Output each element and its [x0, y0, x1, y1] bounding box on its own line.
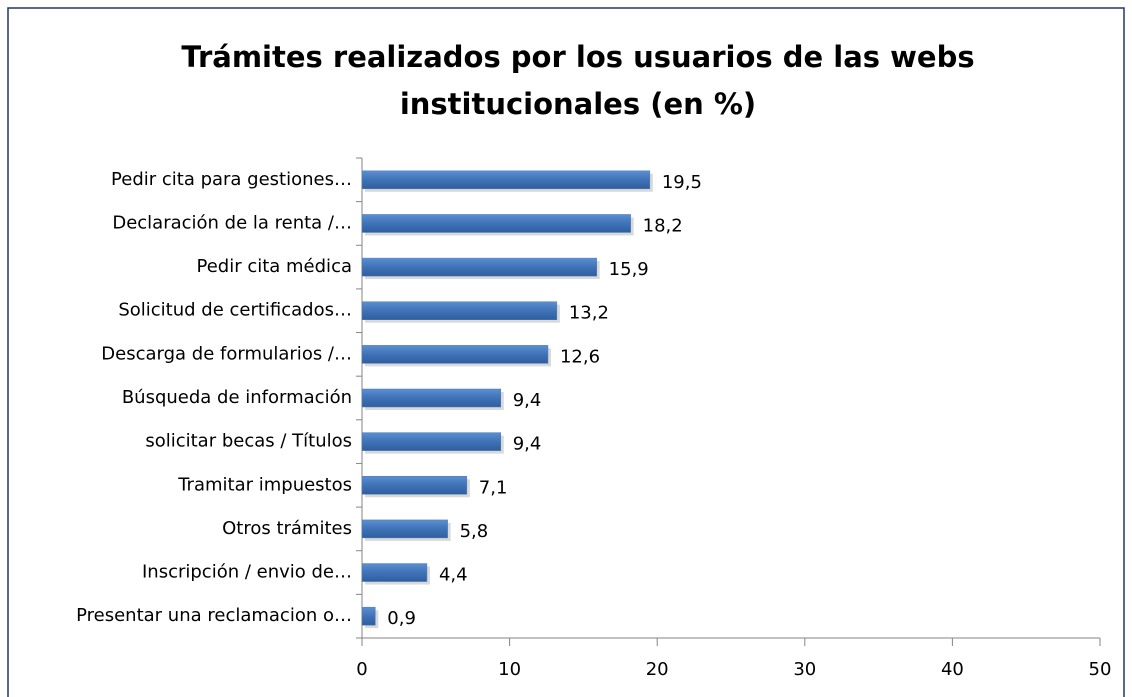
data-label: 4,4	[439, 565, 468, 586]
bar	[361, 563, 428, 582]
y-tick-label: Pedir cita para gestiones…	[111, 169, 352, 190]
data-label: 5,8	[460, 521, 489, 542]
data-label: 12,6	[560, 346, 600, 367]
bar	[361, 301, 558, 320]
y-tick-label: Presentar una reclamacion o…	[76, 605, 352, 626]
data-label: 19,5	[662, 172, 702, 193]
bar	[361, 170, 651, 190]
bar	[361, 214, 631, 233]
x-tick-label: 40	[941, 659, 964, 680]
x-tick-label: 50	[1089, 659, 1112, 680]
data-label: 9,4	[513, 390, 542, 411]
y-tick-label: Inscripción / envio de…	[142, 562, 352, 583]
chart-border	[7, 7, 1125, 697]
y-tick-label: Otros trámites	[222, 518, 352, 539]
bar	[361, 432, 501, 451]
y-tick-label: solicitar becas / Títulos	[145, 431, 352, 452]
bar	[361, 388, 501, 408]
data-label: 7,1	[479, 477, 508, 498]
data-label: 15,9	[609, 259, 649, 280]
data-label: 0,9	[387, 608, 416, 629]
y-tick-label: Búsqueda de información	[122, 387, 352, 408]
y-tick-label: Descarga de formularios /…	[101, 343, 352, 364]
bar	[361, 519, 448, 539]
data-label: 13,2	[569, 303, 609, 324]
chart-title: Trámites realizados por los usuarios de …	[181, 40, 975, 121]
data-label: 18,2	[643, 215, 683, 236]
bar	[361, 257, 597, 277]
bar	[361, 345, 549, 364]
y-tick-label: Pedir cita médica	[196, 256, 352, 277]
bar	[361, 476, 468, 495]
x-tick-label: 20	[646, 659, 669, 680]
bar	[361, 606, 376, 626]
x-tick-label: 0	[356, 659, 367, 680]
y-tick-label: Declaración de la renta /…	[112, 212, 352, 233]
x-tick-label: 30	[793, 659, 816, 680]
x-tick-label: 10	[498, 659, 521, 680]
data-label: 9,4	[513, 434, 542, 455]
y-tick-label: Tramitar impuestos	[177, 474, 352, 495]
y-tick-label: Solicitud de certificados…	[118, 300, 352, 321]
